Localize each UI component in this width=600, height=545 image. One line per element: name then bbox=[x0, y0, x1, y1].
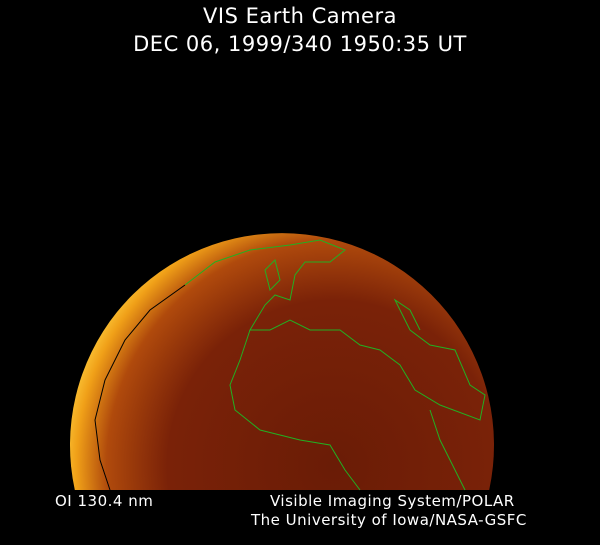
coastlines bbox=[184, 239, 486, 491]
earth-disk bbox=[70, 233, 494, 491]
image-timestamp: DEC 06, 1999/340 1950:35 UT bbox=[133, 32, 467, 56]
terminator-coast bbox=[94, 284, 186, 491]
organization-credit: The University of Iowa/NASA-GSFC bbox=[251, 511, 527, 529]
filter-wavelength: OI 130.4 nm bbox=[55, 492, 154, 510]
image-title: VIS Earth Camera bbox=[203, 4, 397, 28]
instrument-credit: Visible Imaging System/POLAR bbox=[270, 492, 515, 510]
